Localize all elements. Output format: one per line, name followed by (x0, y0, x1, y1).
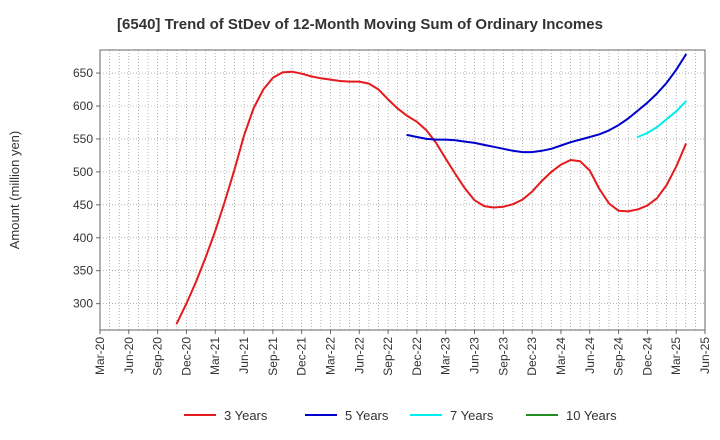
series-line-3-years (175, 70, 687, 325)
plot-frame (99, 49, 706, 331)
y-tick-label: 500 (73, 165, 93, 179)
y-tick-label: 450 (73, 198, 93, 212)
x-tick-label: Sep-23 (496, 337, 510, 376)
y-axis-label: Amount (million yen) (7, 131, 22, 250)
legend-label-5-years: 5 Years (345, 408, 389, 423)
legend-label-3-years: 3 Years (224, 408, 268, 423)
x-tick-label: Mar-20 (93, 337, 107, 375)
legend-label-7-years: 7 Years (450, 408, 494, 423)
series-line-5-years (406, 53, 687, 154)
y-tick-label: 650 (73, 66, 93, 80)
plot-area (100, 50, 705, 330)
y-tick-label: 550 (73, 132, 93, 146)
x-tick-label: Jun-21 (237, 337, 251, 374)
x-tick-label: Jun-23 (468, 337, 482, 374)
x-tick-label: Mar-21 (208, 337, 222, 375)
grid (100, 50, 705, 330)
x-tick-label: Mar-24 (554, 337, 568, 375)
series-lines (175, 53, 687, 325)
x-tick-label: Sep-21 (266, 337, 280, 376)
y-tick-label: 600 (73, 99, 93, 113)
x-tick-label: Mar-22 (323, 337, 337, 375)
x-axis-ticks: Mar-20 Jun-20 Sep-20 Dec-20 Mar-21 Jun-21 Sep-… (93, 330, 712, 376)
x-tick-label: Mar-25 (669, 337, 683, 375)
x-tick-label: Sep-24 (612, 337, 626, 376)
x-tick-label: Sep-22 (381, 337, 395, 376)
x-tick-label: Sep-20 (151, 337, 165, 376)
y-tick-label: 300 (73, 297, 93, 311)
y-axis-ticks: 300 350 400 450 500 550 600 650 (73, 66, 100, 311)
x-tick-label: Dec-21 (295, 337, 309, 376)
x-tick-label: Dec-22 (410, 337, 424, 376)
y-tick-label: 350 (73, 264, 93, 278)
x-tick-label: Dec-24 (640, 337, 654, 376)
x-tick-label: Jun-24 (583, 337, 597, 374)
x-tick-label: Jun-20 (122, 337, 136, 374)
y-tick-label: 400 (73, 231, 93, 245)
x-tick-label: Dec-20 (179, 337, 193, 376)
series-line-7-years (636, 100, 687, 138)
chart-title: [6540] Trend of StDev of 12-Month Moving… (117, 16, 603, 33)
legend-label-10-years: 10 Years (566, 408, 617, 423)
x-tick-label: Jun-25 (698, 337, 712, 374)
legend: 3 Years 5 Years 7 Years 10 Years (184, 408, 617, 423)
x-tick-label: Mar-23 (439, 337, 453, 375)
x-tick-label: Jun-22 (352, 337, 366, 374)
x-tick-label: Dec-23 (525, 337, 539, 376)
